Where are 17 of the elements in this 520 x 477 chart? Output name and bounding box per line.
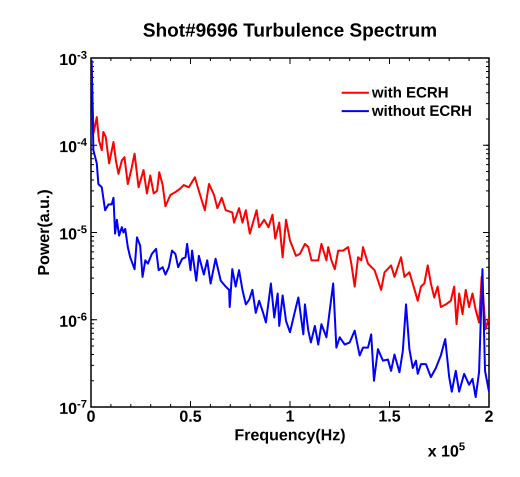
y-tick-label: 10$^{-4}$ xyxy=(60,138,87,152)
y-tick-label: 10$^{-5}$ xyxy=(60,225,87,240)
legend-label: without ECRH xyxy=(372,104,471,116)
y-tick-label: 10$^{-7}$ xyxy=(60,400,86,414)
y-axis-title: Power(a.u.) xyxy=(37,190,52,275)
x-tick-label: 1 xyxy=(286,410,294,422)
y-tick-label: 10$^{-3}$ xyxy=(60,50,87,66)
y-tick-label: 10$^{-6}$ xyxy=(60,312,87,327)
line-series xyxy=(91,58,490,398)
x-axis-title: Frequency(Hz) xyxy=(236,428,345,444)
chart-title: Shot#9696 Turbulence Spectrum xyxy=(143,22,436,40)
legend-label: with ECRH xyxy=(372,86,448,98)
text: x 10$^{5}$ xyxy=(428,442,465,457)
x-tick-label: 1.5 xyxy=(379,410,400,422)
x-tick-label: 0 xyxy=(87,410,95,422)
x-tick-label: 2 xyxy=(485,410,493,422)
x-tick-label: 0.5 xyxy=(180,410,202,422)
